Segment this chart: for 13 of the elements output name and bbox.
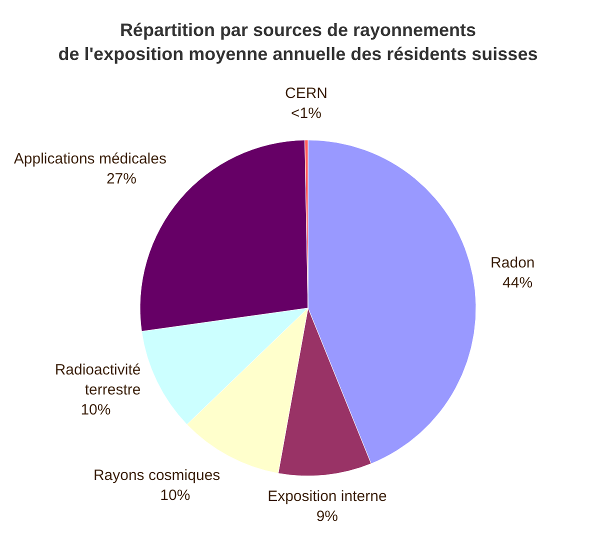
data-label: 27% [106, 170, 136, 188]
data-label: <1% [291, 105, 322, 122]
data-label: 10% [160, 486, 190, 504]
data-label: 10% [80, 401, 111, 418]
slice-label: Radioactivité terrestre [54, 361, 141, 398]
chart-title: Répartition par sources de rayonnements de l'exposition moyenne annuelle des résidents suisses [58, 20, 538, 64]
slice-label: Exposition interne [268, 488, 387, 506]
slice-label: Radon [490, 254, 535, 272]
data-label: 9% [316, 508, 338, 526]
data-label: 44% [502, 274, 533, 292]
slice-label: CERN [284, 85, 328, 102]
slice-label: Applications médicales [14, 150, 166, 168]
slice-label: Rayons cosmiques [93, 466, 220, 484]
